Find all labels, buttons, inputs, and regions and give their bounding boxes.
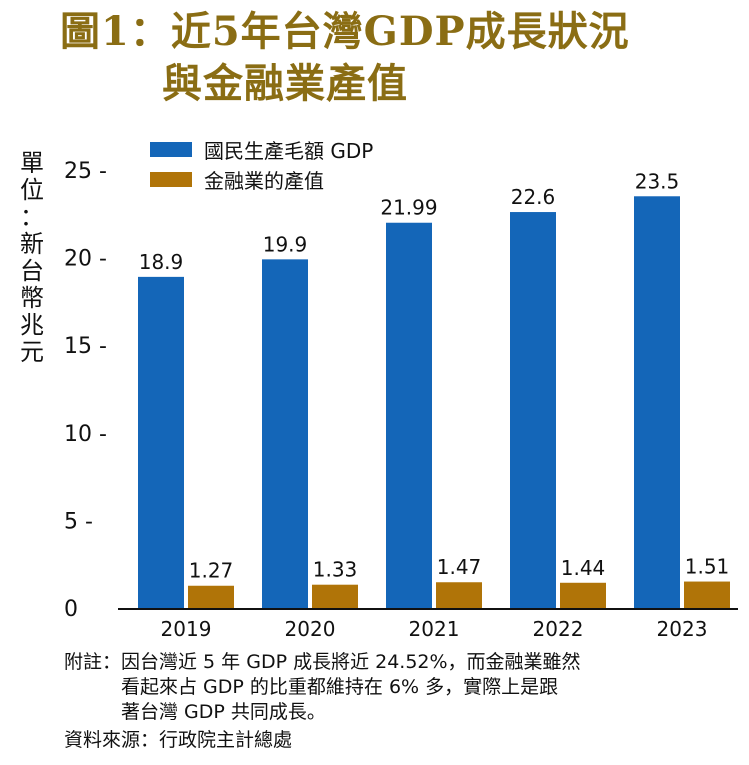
bar-finance [312,584,358,608]
bar-gdp [386,222,432,608]
data-label-gdp: 21.99 [380,196,437,220]
data-label-gdp: 19.9 [263,232,308,256]
y-tick-label: 0 [64,597,78,622]
chart-title: 圖1：近5年台灣GDP成長狀況 與金融業產值 [60,6,630,110]
x-tick-label: 2022 [533,617,584,641]
data-label-gdp: 18.9 [139,250,184,274]
footnote-label: 附註： [64,651,122,673]
data-label-gdp: 23.5 [635,169,680,193]
y-axis-label: 單 位 ： 新 台 幣 兆 元 [18,150,46,366]
chart-title-line-2: 與金融業產值 [162,60,408,107]
y-axis-label-char: ： [20,203,44,231]
legend-swatch-gdp [150,141,192,157]
bar-finance [436,582,482,608]
y-tick-label: 20 - [64,247,107,272]
chart-title-line-1: 圖1：近5年台灣GDP成長狀況 [60,8,630,55]
legend-item-gdp: 國民生產毛額 GDP [150,134,373,164]
y-tick-label: 15 - [64,334,107,359]
bar-gdp [138,276,184,608]
data-label-finance: 1.27 [189,559,234,583]
bar-finance [188,585,234,608]
data-label-finance: 1.33 [313,558,358,582]
x-tick-label: 2019 [161,617,212,641]
y-axis-label-char: 幣 [20,284,44,312]
legend-label-gdp: 國民生產毛額 GDP [204,138,374,163]
bar-finance [684,581,730,608]
data-source: 資料來源：行政院主計總處 [64,729,293,751]
y-tick-label: 10 - [64,422,107,447]
y-axis-label-char: 台 [20,257,44,285]
y-axis-label-char: 新 [20,230,44,258]
x-tick-label: 2020 [285,617,336,641]
x-tick-label: 2023 [657,617,708,641]
y-axis-label-char: 單 [20,149,44,177]
y-tick-label: 25 - [64,159,107,184]
footnote-line: 因台灣近 5 年 GDP 成長將近 24.52%，而金融業雖然 [121,651,581,673]
footnote-body: 因台灣近 5 年 GDP 成長將近 24.52%，而金融業雖然 看起來占 GDP… [121,650,581,725]
footnote: 附註： 因台灣近 5 年 GDP 成長將近 24.52%，而金融業雖然 看起來占… [64,650,581,725]
bar-gdp [262,259,308,608]
data-label-finance: 1.44 [561,556,606,580]
y-tick-label: 5 - [64,509,93,534]
legend-label-finance: 金融業的產值 [204,168,324,193]
footnote-line: 著台灣 GDP 共同成長。 [121,701,326,723]
y-axis-label-char: 位 [20,176,44,204]
data-label-finance: 1.47 [437,555,482,579]
legend: 國民生產毛額 GDP 金融業的產值 [150,134,373,194]
bar-gdp [634,196,680,608]
y-axis-label-char: 元 [20,338,44,366]
bar-gdp [510,212,556,608]
bar-finance [560,582,606,608]
x-tick-label: 2021 [409,617,460,641]
legend-swatch-finance [150,171,192,187]
legend-item-finance: 金融業的產值 [150,164,373,194]
data-label-gdp: 22.6 [511,185,556,209]
data-label-finance: 1.51 [685,555,730,579]
y-axis-label-char: 兆 [20,311,44,339]
footnote-line: 看起來占 GDP 的比重都維持在 6% 多，實際上是跟 [121,676,559,698]
